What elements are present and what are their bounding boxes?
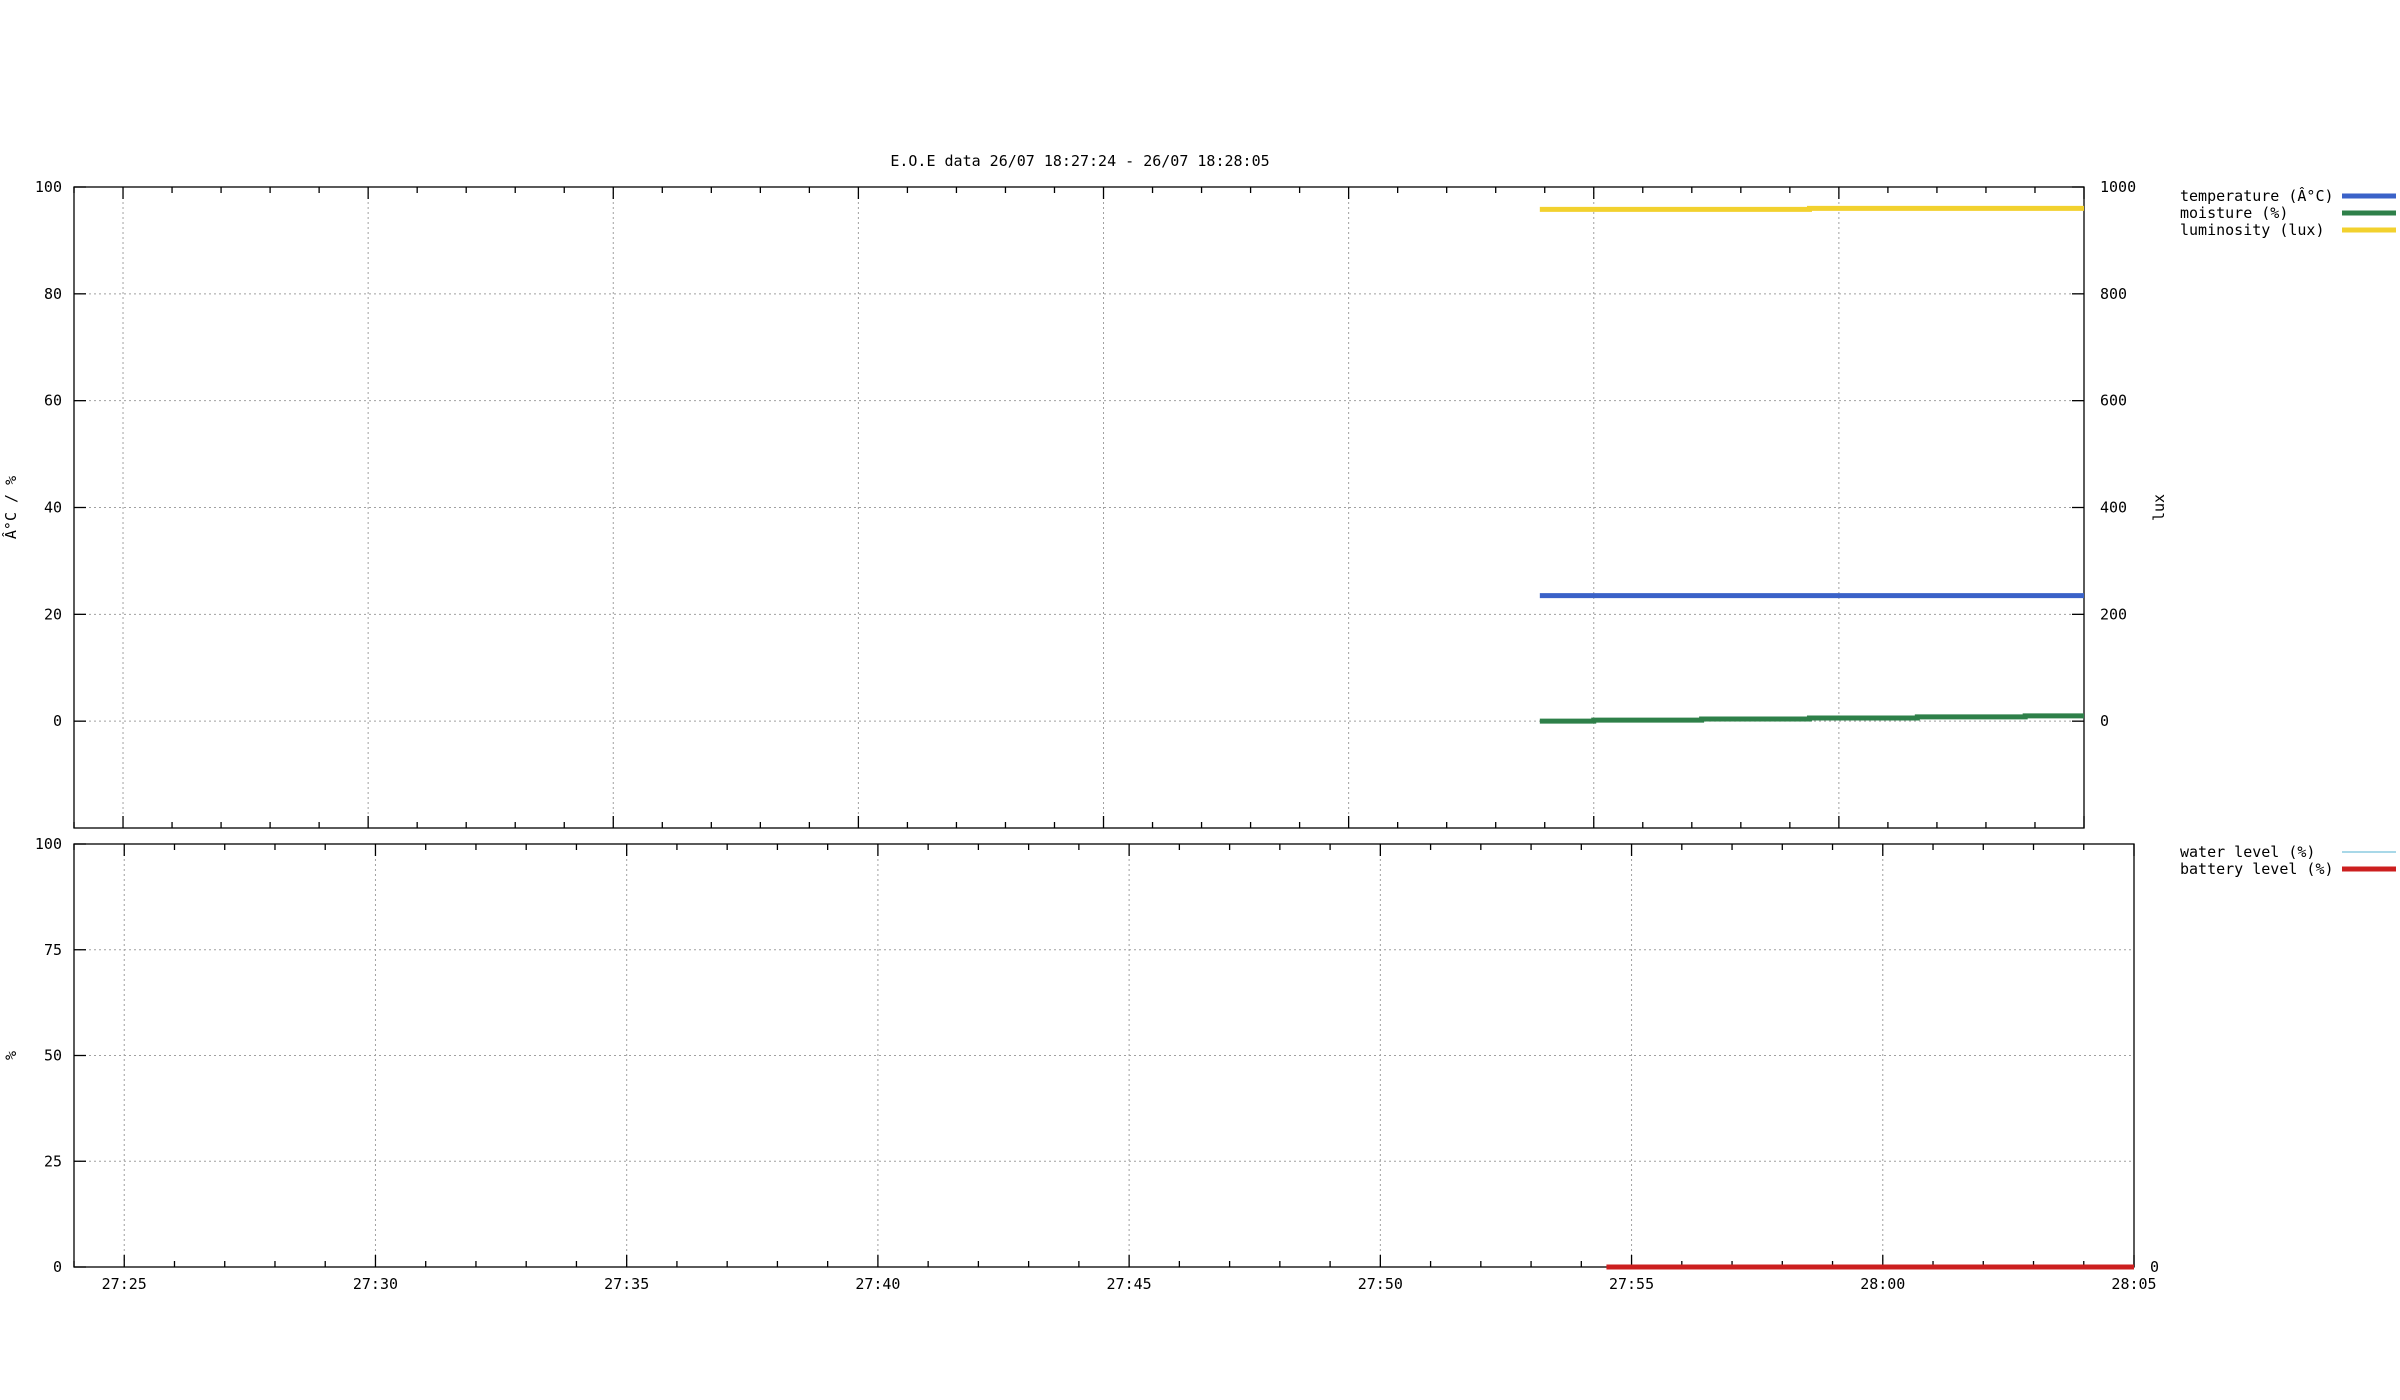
y2-tick-label: 1000 xyxy=(2100,178,2136,196)
y-tick-label: 40 xyxy=(44,499,62,517)
legend-label: water level (%) xyxy=(2180,843,2315,861)
legend-label: battery level (%) xyxy=(2180,860,2334,878)
y2-tick-label: 400 xyxy=(2100,499,2127,517)
x-tick-label: 27:35 xyxy=(604,1275,649,1293)
plot-frame xyxy=(73,843,2135,1268)
y-tick-label: 100 xyxy=(35,178,62,196)
x-tick-label: 27:30 xyxy=(353,1275,398,1293)
x-tick-label: 27:55 xyxy=(1609,1275,1654,1293)
bottom-panel: 0 25 50 75 100 0% 27:25 27:30 27:35 27:40 27:45 27:… xyxy=(2,835,2396,1293)
y2-tick-label: 600 xyxy=(2100,392,2127,410)
y2-axis-label: lux xyxy=(2150,494,2168,521)
x-tick-label: 27:40 xyxy=(855,1275,900,1293)
legend-label: moisture (%) xyxy=(2180,204,2288,222)
y-tick-label: 0 xyxy=(53,712,62,730)
y-tick-label: 75 xyxy=(44,941,62,959)
legend-label: luminosity (lux) xyxy=(2180,221,2325,239)
y-tick-label: 50 xyxy=(44,1047,62,1065)
y-tick-label: 20 xyxy=(44,605,62,623)
x-tick-label: 28:05 xyxy=(2111,1275,2156,1293)
chart-title: E.O.E data 26/07 18:27:24 - 26/07 18:28:… xyxy=(890,152,1269,170)
y-axis-label: % xyxy=(2,1051,20,1060)
series-line xyxy=(1539,713,2084,724)
plot-frame xyxy=(73,186,2085,829)
y2-tick-label: 0 xyxy=(2100,712,2109,730)
y2-tick-label: 0 xyxy=(2150,1258,2159,1276)
x-tick-label: 27:50 xyxy=(1358,1275,1403,1293)
y-tick-label: 100 xyxy=(35,835,62,853)
x-tick-label: 27:25 xyxy=(102,1275,147,1293)
x-tick-label: 28:00 xyxy=(1860,1275,1905,1293)
legend-label: temperature (Â°C) xyxy=(2180,186,2334,205)
y2-tick-label: 800 xyxy=(2100,285,2127,303)
y-tick-label: 80 xyxy=(44,285,62,303)
series-line xyxy=(1539,205,2084,212)
y-tick-label: 0 xyxy=(53,1258,62,1276)
y-tick-label: 60 xyxy=(44,392,62,410)
y2-tick-label: 200 xyxy=(2100,605,2127,623)
y-axis-label: Â°C / % xyxy=(1,476,20,539)
x-tick-label: 27:45 xyxy=(1107,1275,1152,1293)
y-tick-label: 25 xyxy=(44,1152,62,1170)
